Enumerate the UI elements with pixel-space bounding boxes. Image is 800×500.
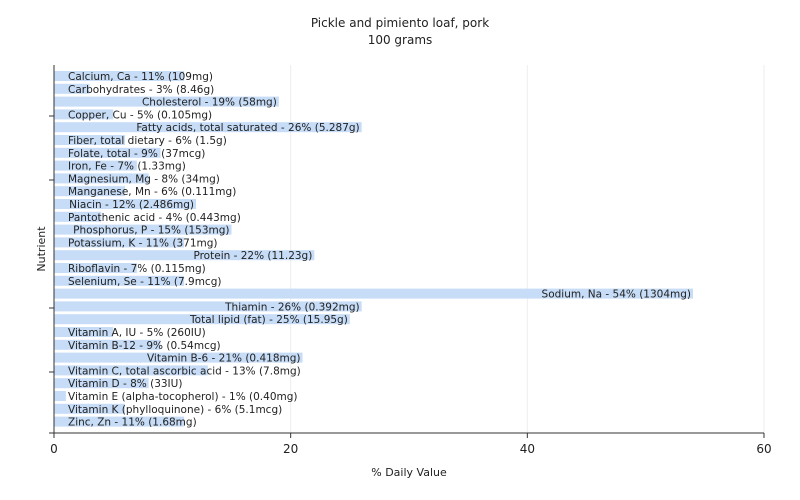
bar-label: Vitamin C, total ascorbic acid - 13% (7.… (68, 365, 301, 377)
y-axis-ticks (49, 115, 54, 434)
x-tick-label: 60 (756, 442, 771, 456)
bar (54, 391, 66, 401)
bar-label: Vitamin E (alpha-tocopherol) - 1% (0.40m… (68, 391, 298, 403)
bar-label: Sodium, Na - 54% (1304mg) (542, 289, 691, 301)
bar (54, 186, 125, 197)
bar (54, 83, 90, 94)
bar (54, 288, 693, 299)
bar (54, 339, 161, 350)
bar (54, 224, 232, 235)
bar-label: Thiamin - 26% (0.392mg) (224, 301, 360, 313)
bar-label: Magnesium, Mg - 8% (34mg) (68, 173, 220, 185)
bar (54, 96, 279, 107)
bar (54, 109, 114, 120)
bar-label: Vitamin B-12 - 9% (0.54mcg) (68, 340, 221, 352)
bars-group (54, 71, 693, 427)
bar-label: Protein - 22% (11.23g) (193, 250, 312, 262)
bar (54, 173, 149, 184)
bar-label: Vitamin D - 8% (33IU) (68, 378, 182, 390)
bar-label: Selenium, Se - 11% (7.9mcg) (68, 276, 221, 288)
x-tick-label: 0 (50, 442, 58, 456)
bar (54, 237, 185, 248)
bar-label: Folate, total - 9% (37mcg) (68, 148, 205, 160)
x-axis-label: % Daily Value (371, 466, 447, 479)
bar (54, 160, 137, 171)
bar-label: Vitamin B-6 - 21% (0.418mg) (147, 353, 301, 365)
bar-label: Fiber, total dietary - 6% (1.5g) (68, 135, 227, 147)
bar-label: Zinc, Zn - 11% (1.68mg) (68, 417, 197, 429)
bar (54, 263, 137, 273)
bar-label: Fatty acids, total saturated - 26% (5.28… (136, 122, 359, 134)
chart-subtitle: 100 grams (368, 33, 433, 47)
bar-label: Potassium, K - 11% (371mg) (68, 237, 218, 249)
bar (54, 71, 185, 81)
bar-label: Manganese, Mn - 6% (0.111mg) (68, 186, 236, 198)
bar (54, 403, 125, 414)
bar (54, 211, 102, 222)
bar-label: Calcium, Ca - 11% (109mg) (68, 71, 213, 83)
bar (54, 314, 350, 325)
bar (54, 301, 362, 312)
bar (54, 378, 149, 389)
bar (54, 135, 125, 145)
x-tick-label: 40 (520, 442, 535, 456)
y-axis-label: Nutrient (35, 226, 48, 272)
x-tick-label: 20 (283, 442, 298, 456)
bar (54, 352, 303, 363)
bar (54, 365, 208, 376)
bar-labels-group: Calcium, Ca - 11% (109mg)Carbohydrates -… (68, 71, 691, 429)
bar (54, 250, 315, 261)
bar-label: Riboflavin - 7% (0.115mg) (68, 263, 206, 275)
bar (54, 416, 185, 427)
bar (54, 147, 161, 158)
bar-label: Carbohydrates - 3% (8.46g) (68, 84, 214, 96)
bar-label: Iron, Fe - 7% (1.33mg) (68, 161, 186, 173)
bar (54, 327, 114, 337)
bar-label: Pantothenic acid - 4% (0.443mg) (68, 212, 241, 224)
grid-lines (290, 65, 765, 433)
bar (54, 199, 196, 209)
chart-title: Pickle and pimiento loaf, pork (311, 16, 489, 30)
bar-label: Total lipid (fat) - 25% (15.95g) (189, 314, 348, 326)
bar-label: Copper, Cu - 5% (0.105mg) (68, 109, 212, 121)
bar-label: Cholesterol - 19% (58mg) (142, 97, 277, 109)
x-axis-ticks: 0 20 40 60 (50, 433, 772, 456)
bar-label: Vitamin K (phylloquinone) - 6% (5.1mcg) (68, 404, 282, 416)
bar (54, 122, 362, 133)
bar-label: Vitamin A, IU - 5% (260IU) (68, 327, 206, 339)
bar (54, 275, 185, 286)
bar-label: Niacin - 12% (2.486mg) (69, 199, 194, 211)
bar-label: Phosphorus, P - 15% (153mg) (73, 225, 229, 237)
